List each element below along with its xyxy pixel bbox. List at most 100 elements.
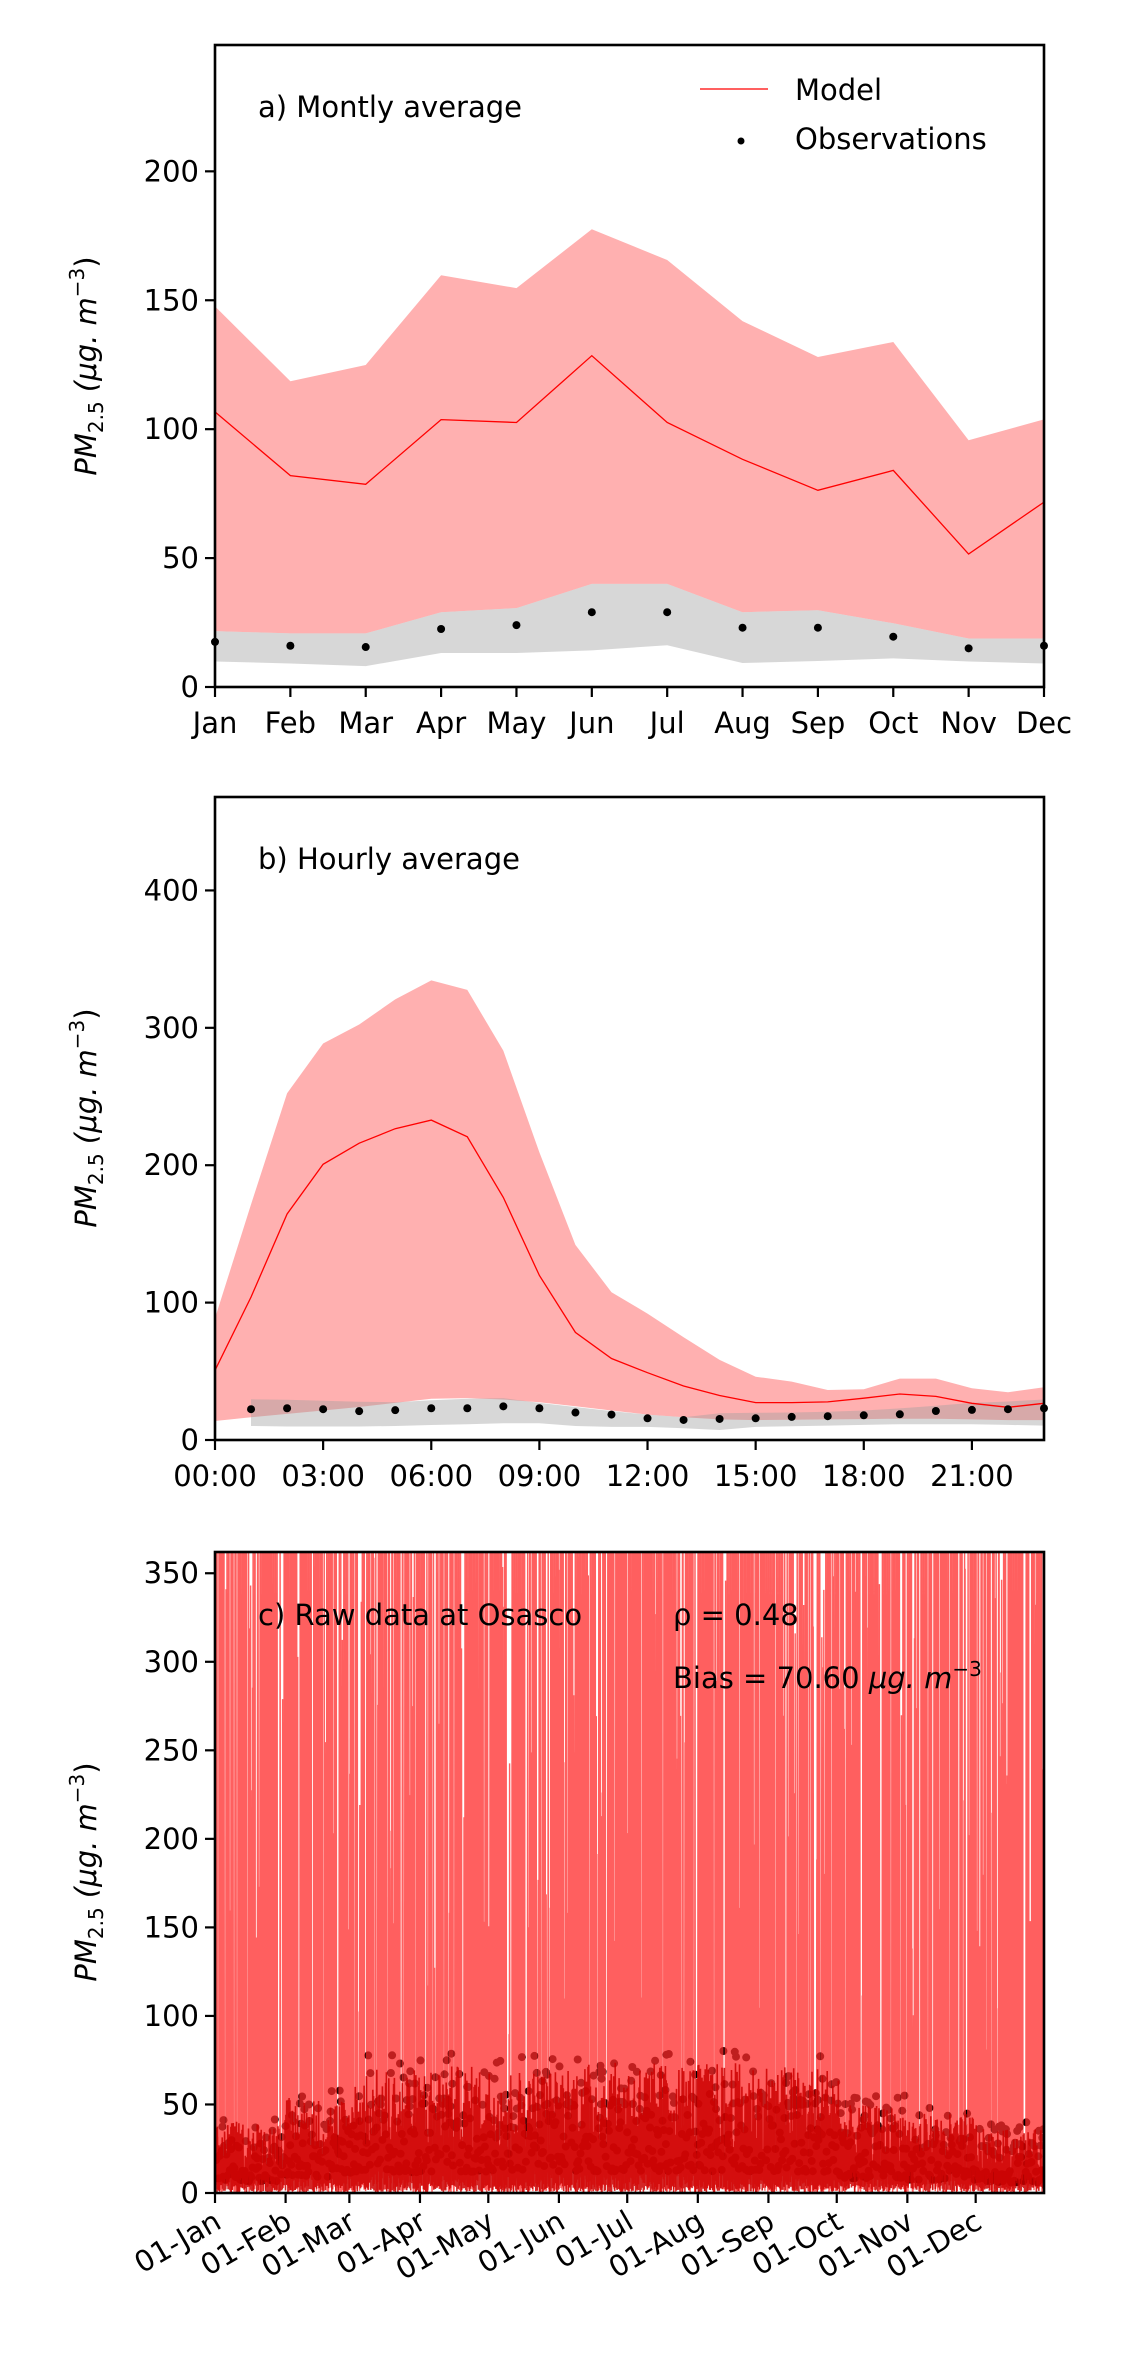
- a-xtick-label-Jul: Jul: [648, 706, 685, 740]
- panel-a-y-axis-label: PM2.5 (μg. m−3): [65, 256, 108, 475]
- a-observation-point: [738, 623, 747, 632]
- a-observation-point: [361, 643, 370, 652]
- panel-hourly-average: 0 100 200 300 400 00:00 03:00 06:00 09:00 12:00 1…: [65, 795, 1048, 1493]
- panel-c-rho-annotation: ρ = 0.48: [673, 1598, 799, 1632]
- a-ytick-label-150: 150: [144, 283, 199, 317]
- legend-model-label: Model: [795, 73, 882, 107]
- bias-sup: −3: [952, 1657, 981, 1681]
- b-observation-point: [427, 1404, 436, 1413]
- b-observation-point: [823, 1412, 832, 1421]
- a-xtick-label-Apr: Apr: [416, 706, 466, 740]
- panel-b-lines: [214, 1119, 1045, 1408]
- ylabel-unit: (μg. m: [69, 297, 103, 401]
- c-ytick-label-200: 200: [144, 1822, 199, 1856]
- b-observation-band: [251, 1398, 1044, 1430]
- a-xtick-label-Jan: Jan: [191, 706, 238, 740]
- b-observation-point: [751, 1414, 760, 1423]
- c-ytick-label-150: 150: [144, 1910, 199, 1944]
- panel-monthly-average: 0 50 100 150 200 Jan Feb Mar Apr May Jun Jul Aug Sep…: [65, 43, 1072, 740]
- b-model-line: [214, 1119, 1045, 1408]
- a-xtick-label-Dec: Dec: [1016, 706, 1072, 740]
- b-observation-point: [571, 1408, 580, 1417]
- panel-b-observation-points: [247, 1402, 1048, 1424]
- ylabel-sup: −3: [65, 1774, 89, 1803]
- b-observation-point: [787, 1412, 796, 1421]
- b-observation-point: [679, 1415, 688, 1424]
- ylabel-sub: 2.5: [84, 401, 108, 433]
- panel-b-title: b) Hourly average: [258, 842, 520, 876]
- a-observation-point: [889, 632, 898, 641]
- b-observation-point: [1003, 1405, 1012, 1414]
- panel-c-title: c) Raw data at Osasco: [258, 1598, 582, 1632]
- ylabel-sub: 2.5: [84, 1153, 108, 1185]
- panel-a-x-ticks: Jan Feb Mar Apr May Jun Jul Aug Sep Oct Nov Dec: [191, 687, 1072, 740]
- b-xtick-label-3: 03:00: [281, 1459, 365, 1493]
- b-xtick-label-18: 18:00: [822, 1459, 906, 1493]
- b-xtick-label-0: 00:00: [173, 1459, 257, 1493]
- panel-a-frame: [213, 43, 1046, 689]
- a-xtick-label-Feb: Feb: [265, 706, 316, 740]
- b-observation-point: [535, 1404, 544, 1413]
- b-xtick-label-12: 12:00: [606, 1459, 690, 1493]
- bias-prefix: Bias = 70.60: [673, 1661, 869, 1695]
- b-xtick-label-9: 09:00: [498, 1459, 582, 1493]
- a-ytick-label-100: 100: [144, 412, 199, 446]
- c-ytick-label-350: 350: [144, 1556, 199, 1590]
- b-observation-point: [895, 1410, 904, 1419]
- ylabel-sup: −3: [65, 1020, 89, 1049]
- b-ytick-label-400: 400: [144, 873, 199, 907]
- b-observation-point: [283, 1404, 292, 1413]
- ylabel-unit: (μg. m: [69, 1049, 103, 1153]
- ylabel-close: ): [69, 256, 103, 267]
- panel-c-bias-annotation: Bias = 70.60 μg. m−3: [673, 1657, 982, 1695]
- panel-b-bands: [215, 980, 1044, 1430]
- panel-a-bands: [215, 229, 1044, 667]
- ylabel-pm: PM: [69, 1185, 103, 1228]
- legend-observation-dot-icon: [737, 137, 745, 145]
- panel-b-y-ticks: 0 100 200 300 400: [144, 873, 215, 1457]
- b-observation-point: [931, 1407, 940, 1416]
- b-observation-point: [715, 1414, 724, 1423]
- panel-c-model-line: [215, 1552, 1044, 2193]
- a-xtick-label-Nov: Nov: [940, 706, 997, 740]
- panel-b-x-ticks: 00:00 03:00 06:00 09:00 12:00 15:00 18:00 21:00: [173, 1440, 1014, 1493]
- panel-b-y-axis-label: PM2.5 (μg. m−3): [65, 1008, 108, 1227]
- b-observation-point: [967, 1405, 976, 1414]
- a-observation-point: [964, 644, 973, 653]
- a-observation-point: [437, 624, 446, 633]
- ylabel-pm: PM: [69, 1939, 103, 1982]
- c-ytick-label-50: 50: [162, 2087, 199, 2121]
- a-xtick-label-Sep: Sep: [791, 706, 846, 740]
- b-ytick-label-300: 300: [144, 1011, 199, 1045]
- b-observation-point: [247, 1405, 256, 1414]
- panel-a-title: a) Montly average: [258, 90, 522, 124]
- b-xtick-label-6: 06:00: [389, 1459, 473, 1493]
- a-ytick-label-50: 50: [162, 541, 199, 575]
- b-observation-point: [355, 1407, 364, 1416]
- a-xtick-label-Aug: Aug: [714, 706, 771, 740]
- panel-a-lines: [214, 354, 1045, 555]
- panel-a-y-ticks: 0 50 100 150 200: [144, 154, 215, 704]
- a-xtick-label-May: May: [486, 706, 546, 740]
- b-ytick-label-0: 0: [181, 1423, 199, 1457]
- ylabel-pm: PM: [69, 433, 103, 476]
- c-ytick-label-250: 250: [144, 1733, 199, 1767]
- a-observation-point: [286, 641, 295, 650]
- b-xtick-label-21: 21:00: [930, 1459, 1014, 1493]
- panel-a-observation-points: [211, 608, 1048, 653]
- b-observation-point: [463, 1404, 472, 1413]
- a-ytick-label-200: 200: [144, 154, 199, 188]
- panel-c-frame: [213, 1550, 1046, 2195]
- ylabel-sub: 2.5: [84, 1907, 108, 1939]
- a-xtick-label-Jun: Jun: [567, 706, 614, 740]
- b-xtick-label-15: 15:00: [714, 1459, 798, 1493]
- panel-c-y-ticks: 0 50 100 150 200 250 300 350: [144, 1556, 215, 2210]
- c-ytick-label-300: 300: [144, 1645, 199, 1679]
- ylabel-close: ): [69, 1762, 103, 1773]
- legend: Model Observations: [700, 73, 987, 156]
- a-xtick-label-Oct: Oct: [868, 706, 918, 740]
- panel-raw-data: 0 50 100 150 200 250 300 350 01-Jan01-Feb01-Mar…: [65, 1550, 1046, 2287]
- panel-c-y-axis-label: PM2.5 (μg. m−3): [65, 1762, 108, 1981]
- a-observation-point: [512, 621, 521, 630]
